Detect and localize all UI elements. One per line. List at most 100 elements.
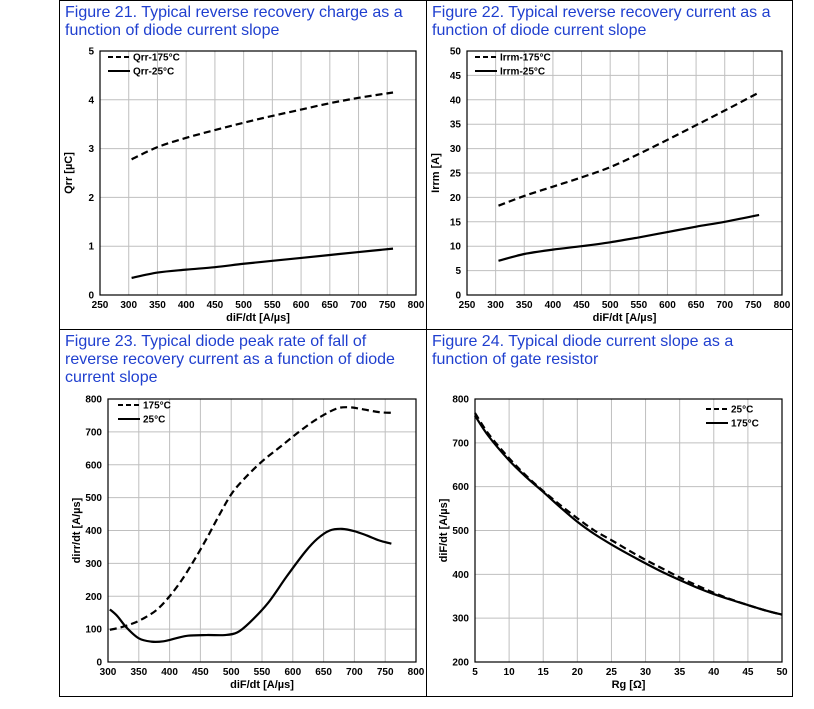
legend-label: 25°C <box>731 405 753 416</box>
legend-label: 175°C <box>731 419 759 430</box>
x-tick-label: 650 <box>321 300 338 311</box>
y-tick-label: 2 <box>88 193 94 204</box>
y-tick-label: 100 <box>85 625 102 636</box>
x-tick-label: 750 <box>379 300 396 311</box>
y-tick-label: 0 <box>96 658 102 669</box>
y-tick-label: 4 <box>88 95 94 106</box>
x-tick-label: 800 <box>408 667 425 678</box>
figure-22-caption: Figure 22. Typical reverse recovery curr… <box>432 4 771 39</box>
x-tick-label: 800 <box>408 300 425 311</box>
legend-label: Qrr-175°C <box>133 53 180 64</box>
figure-24-cell: Figure 24. Typical diode current slope a… <box>426 329 793 697</box>
legend-label: 25°C <box>143 415 165 426</box>
y-tick-label: 40 <box>450 95 462 106</box>
x-tick-label: 600 <box>659 300 676 311</box>
plot-frame <box>474 398 783 663</box>
legend-label: Qrr-25°C <box>133 67 174 78</box>
figure-23-plot: 300 350 400 450 500 550 600 650 700 750 800 0 100 200… <box>60 389 426 696</box>
x-tick-label: 15 <box>538 667 550 678</box>
x-tick-label: 20 <box>572 667 584 678</box>
y-tick-label: 600 <box>85 460 102 471</box>
x-tick-label: 650 <box>688 300 705 311</box>
x-tick-label: 500 <box>602 300 619 311</box>
x-tick-label: 750 <box>745 300 762 311</box>
figure-23-cell: Figure 23. Typical diode peak rate of fa… <box>59 329 427 697</box>
figure-21-plot: 250 300 350 400 450 500 550 600 650 700 750 800 0 1 2 3… <box>60 41 426 329</box>
x-tick-label: 250 <box>459 300 476 311</box>
figure-24-plot: 5 10 15 20 25 30 35 40 45 50 200 300 400 500 600 700 800… <box>427 389 792 696</box>
y-tick-label: 25 <box>450 169 462 180</box>
y-tick-label: 45 <box>450 71 462 82</box>
figure-24-svg: 5 10 15 20 25 30 35 40 45 50 200 300 400 500 600 700 800… <box>438 395 788 692</box>
x-tick-label: 700 <box>350 300 367 311</box>
figure-23-svg: 300 350 400 450 500 550 600 650 700 750 800 0 100 200… <box>71 395 425 692</box>
x-tick-label: 400 <box>178 300 195 311</box>
x-axis-label: diF/dt [A/µs] <box>593 312 657 324</box>
x-tick-label: 300 <box>100 667 117 678</box>
plot-frame <box>99 50 417 296</box>
y-tick-label: 0 <box>455 291 461 302</box>
x-tick-label: 300 <box>120 300 137 311</box>
plot-frame <box>107 398 417 663</box>
x-tick-label: 450 <box>192 667 209 678</box>
y-tick-label: 5 <box>455 266 461 277</box>
series-line-solid <box>498 213 760 262</box>
y-axis-label: diF/dt [A/µs] <box>438 498 450 562</box>
x-tick-label: 550 <box>630 300 647 311</box>
y-tick-label: 30 <box>450 144 462 155</box>
x-tick-label: 650 <box>315 667 332 678</box>
series-line-solid <box>109 527 392 643</box>
y-tick-label: 800 <box>85 395 102 406</box>
x-tick-label: 250 <box>92 300 109 311</box>
x-tick-label: 450 <box>207 300 224 311</box>
x-tick-label: 350 <box>149 300 166 311</box>
x-tick-label: 700 <box>346 667 363 678</box>
x-tick-label: 30 <box>640 667 652 678</box>
y-tick-label: 500 <box>452 526 469 537</box>
plot-frame <box>466 50 783 296</box>
y-tick-label: 400 <box>85 526 102 537</box>
y-tick-label: 15 <box>450 217 462 228</box>
series-line-dashed <box>498 91 760 207</box>
figure-table: Figure 21. Typical reverse recovery char… <box>59 0 793 697</box>
y-tick-label: 35 <box>450 120 462 131</box>
y-tick-label: 600 <box>452 482 469 493</box>
x-tick-label: 500 <box>235 300 252 311</box>
figure-22-svg: 250 300 350 400 450 500 550 600 650 700 750 800 0 5 10… <box>430 47 791 325</box>
x-tick-label: 450 <box>573 300 590 311</box>
series-line-solid <box>131 247 394 279</box>
x-tick-label: 400 <box>161 667 178 678</box>
x-tick-label: 400 <box>545 300 562 311</box>
x-tick-label: 45 <box>742 667 754 678</box>
x-tick-label: 300 <box>487 300 504 311</box>
y-tick-label: 800 <box>452 395 469 406</box>
x-tick-label: 50 <box>776 667 788 678</box>
figure-22-plot: 250 300 350 400 450 500 550 600 650 700 750 800 0 5 10… <box>427 41 792 329</box>
series-line-dashed <box>109 406 392 631</box>
figure-23-caption: Figure 23. Typical diode peak rate of fa… <box>65 333 395 386</box>
y-tick-label: 700 <box>452 438 469 449</box>
x-tick-label: 40 <box>708 667 720 678</box>
y-tick-label: 300 <box>85 559 102 570</box>
x-tick-label: 600 <box>293 300 310 311</box>
y-axis-label: dirr/dt [A/µs] <box>71 497 83 563</box>
x-tick-label: 600 <box>284 667 301 678</box>
figure-24-caption: Figure 24. Typical diode current slope a… <box>432 333 734 368</box>
figure-21-cell: Figure 21. Typical reverse recovery char… <box>59 0 427 330</box>
x-tick-label: 35 <box>674 667 686 678</box>
y-tick-label: 1 <box>88 242 94 253</box>
y-tick-label: 0 <box>88 291 94 302</box>
x-tick-label: 700 <box>716 300 733 311</box>
x-tick-label: 350 <box>516 300 533 311</box>
x-tick-label: 800 <box>774 300 791 311</box>
y-tick-label: 500 <box>85 493 102 504</box>
y-tick-label: 5 <box>88 47 94 58</box>
legend-label: 175°C <box>143 401 171 412</box>
x-axis-label: Rg [Ω] <box>612 679 646 691</box>
x-tick-label: 25 <box>606 667 618 678</box>
y-tick-label: 10 <box>450 242 462 253</box>
y-axis-label: Qrr [µC] <box>63 152 75 194</box>
y-tick-label: 3 <box>88 144 94 155</box>
figure-22-cell: Figure 22. Typical reverse recovery curr… <box>426 0 793 330</box>
x-tick-label: 10 <box>504 667 516 678</box>
